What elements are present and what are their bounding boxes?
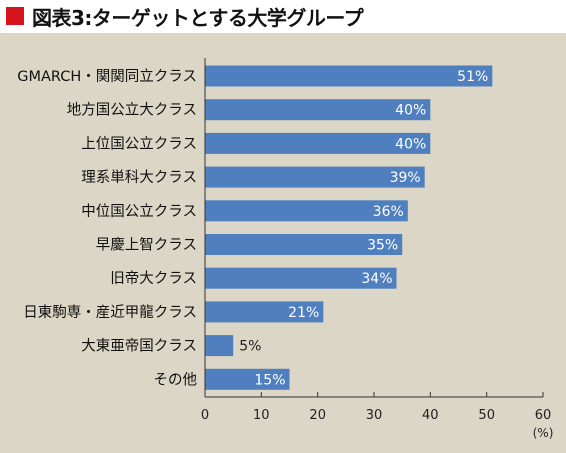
category-label: 旧帝大クラス — [110, 270, 197, 287]
bar — [205, 234, 403, 255]
category-label: 中位国公立クラス — [81, 203, 197, 220]
bar — [205, 132, 431, 154]
title-bar: 図表3:ターゲットとする大学グループ — [0, 0, 566, 32]
value-label: 5% — [239, 339, 261, 355]
category-label: 上位国公立クラス — [81, 135, 197, 152]
x-tick-label: 20 — [309, 408, 326, 423]
bar — [205, 166, 425, 188]
bar — [205, 267, 397, 289]
value-label: 34% — [361, 271, 392, 287]
value-label: 21% — [288, 305, 319, 321]
value-label: 40% — [395, 103, 426, 119]
category-label: 大東亜帝国クラス — [81, 338, 197, 355]
bar — [205, 368, 290, 390]
value-label: 51% — [457, 69, 488, 85]
x-tick-label: 30 — [366, 408, 383, 423]
chart-title: 図表3:ターゲットとする大学グループ — [32, 5, 364, 30]
bar — [205, 65, 493, 87]
bar — [205, 200, 408, 222]
x-tick-label: 40 — [422, 408, 439, 423]
x-tick-label: 50 — [478, 408, 495, 423]
value-label: 35% — [367, 238, 398, 254]
bar — [205, 335, 234, 357]
value-label: 40% — [395, 136, 426, 152]
bar — [205, 301, 324, 323]
x-axis-unit: (%) — [533, 426, 554, 440]
x-tick-label: 60 — [535, 408, 552, 423]
category-label: 理系単科大クラス — [81, 169, 197, 186]
title-marker — [6, 7, 24, 25]
value-label: 39% — [390, 170, 421, 186]
x-tick-label: 0 — [201, 408, 209, 423]
category-label: GMARCH・関関同立クラス — [17, 68, 197, 85]
bar — [205, 99, 431, 121]
category-label: 日東駒専・産近甲龍クラス — [23, 304, 197, 321]
category-label: その他 — [154, 371, 198, 388]
value-label: 15% — [254, 372, 285, 388]
category-label: 地方国公立大クラス — [67, 102, 197, 119]
x-tick-label: 10 — [253, 408, 270, 423]
category-label: 早慶上智クラス — [96, 237, 197, 254]
value-label: 36% — [373, 204, 404, 220]
